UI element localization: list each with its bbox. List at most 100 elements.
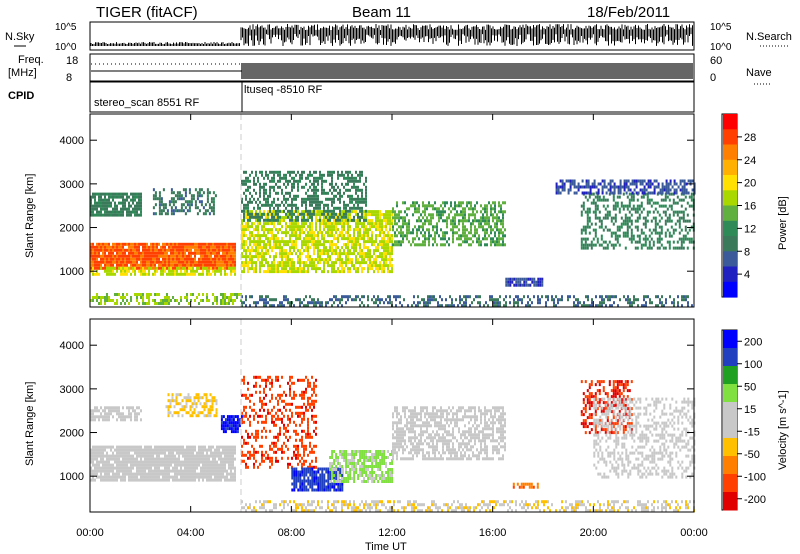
power-cell bbox=[389, 237, 391, 241]
power-cell bbox=[327, 252, 329, 256]
power-cell bbox=[319, 225, 321, 229]
power-cell bbox=[447, 304, 449, 308]
power-cell bbox=[521, 277, 524, 281]
power-cell bbox=[94, 296, 96, 299]
power-cell bbox=[335, 182, 337, 186]
power-cell bbox=[585, 191, 588, 195]
power-cell bbox=[319, 210, 321, 214]
power-cell bbox=[108, 248, 110, 252]
power-cell bbox=[582, 225, 585, 229]
power-cell bbox=[245, 203, 247, 207]
power-cell bbox=[261, 173, 263, 177]
power-cell bbox=[357, 237, 359, 241]
power-cell bbox=[325, 219, 327, 223]
power-cell bbox=[628, 219, 631, 223]
power-cell bbox=[357, 240, 359, 244]
power-cell bbox=[305, 218, 307, 222]
power-cell bbox=[452, 234, 454, 238]
power-cell bbox=[611, 295, 613, 299]
power-cell bbox=[347, 237, 349, 241]
power-cell bbox=[206, 257, 208, 261]
power-cell bbox=[499, 301, 501, 305]
power-cell bbox=[283, 243, 285, 247]
power-cell bbox=[108, 254, 110, 258]
power-cell bbox=[373, 249, 375, 253]
power-cell bbox=[253, 255, 255, 259]
power-cell bbox=[643, 304, 645, 308]
power-cell bbox=[283, 298, 285, 302]
power-cell bbox=[273, 173, 275, 177]
power-cell bbox=[126, 213, 128, 217]
power-cell bbox=[347, 203, 349, 207]
power-cell bbox=[224, 242, 226, 246]
power-cell bbox=[492, 219, 494, 223]
power-cell bbox=[333, 243, 335, 247]
power-cell bbox=[379, 255, 381, 259]
power-cell bbox=[682, 216, 685, 220]
power-cell bbox=[381, 213, 383, 217]
power-cell bbox=[638, 216, 641, 220]
power-cell bbox=[180, 242, 182, 246]
power-cell bbox=[271, 231, 273, 235]
power-cell bbox=[450, 228, 452, 232]
power-cell bbox=[674, 201, 677, 205]
power-cell bbox=[347, 240, 349, 244]
power-cell bbox=[122, 192, 124, 196]
power-cell bbox=[297, 234, 299, 238]
power-cell bbox=[347, 267, 349, 271]
power-cell bbox=[247, 246, 249, 250]
power-cell bbox=[253, 301, 255, 305]
power-cell bbox=[132, 266, 134, 270]
power-cell bbox=[184, 242, 186, 246]
power-cell bbox=[289, 261, 291, 265]
power-cell bbox=[319, 240, 321, 244]
power-cell bbox=[96, 251, 98, 255]
power-cell bbox=[204, 263, 206, 267]
power-cell bbox=[104, 245, 106, 249]
power-cell bbox=[349, 249, 351, 253]
power-cell bbox=[295, 234, 297, 238]
power-cell bbox=[112, 266, 114, 270]
power-cell bbox=[132, 201, 134, 205]
power-cell bbox=[563, 188, 566, 192]
power-cell bbox=[515, 280, 518, 284]
power-cell bbox=[261, 225, 263, 229]
power-cell bbox=[206, 263, 208, 267]
power-cell bbox=[317, 261, 319, 265]
power-cell bbox=[462, 240, 464, 244]
power-cell bbox=[363, 213, 365, 217]
power-cell bbox=[474, 234, 476, 238]
power-cell bbox=[365, 261, 367, 265]
power-cell bbox=[291, 206, 293, 210]
power-cell bbox=[586, 219, 589, 223]
power-cell bbox=[144, 269, 146, 273]
power-cell bbox=[102, 198, 104, 202]
power-cell bbox=[347, 170, 349, 174]
power-cell bbox=[168, 200, 171, 204]
power-cell bbox=[267, 252, 269, 256]
power-cell bbox=[575, 185, 578, 189]
power-cell bbox=[253, 237, 255, 241]
power-cell bbox=[120, 260, 122, 264]
radar-title: TIGER (fitACF) bbox=[96, 4, 198, 21]
power-cell bbox=[329, 209, 331, 213]
power-cell bbox=[339, 191, 341, 195]
power-cell bbox=[345, 176, 347, 180]
power-cell bbox=[654, 201, 657, 205]
power-cell bbox=[291, 231, 293, 235]
power-cell bbox=[371, 240, 373, 244]
power-cell bbox=[124, 254, 126, 258]
power-cell bbox=[206, 188, 209, 192]
power-cell bbox=[198, 302, 200, 305]
power-cell bbox=[327, 218, 329, 222]
power-cell bbox=[381, 258, 383, 262]
power-cell bbox=[359, 215, 361, 219]
power-cell bbox=[626, 228, 629, 232]
power-cell bbox=[122, 242, 124, 246]
power-cell bbox=[331, 231, 333, 235]
power-cell bbox=[108, 242, 110, 246]
power-cell bbox=[349, 295, 351, 299]
power-cell bbox=[184, 248, 186, 252]
power-cell bbox=[385, 246, 387, 250]
power-cell bbox=[144, 242, 146, 246]
